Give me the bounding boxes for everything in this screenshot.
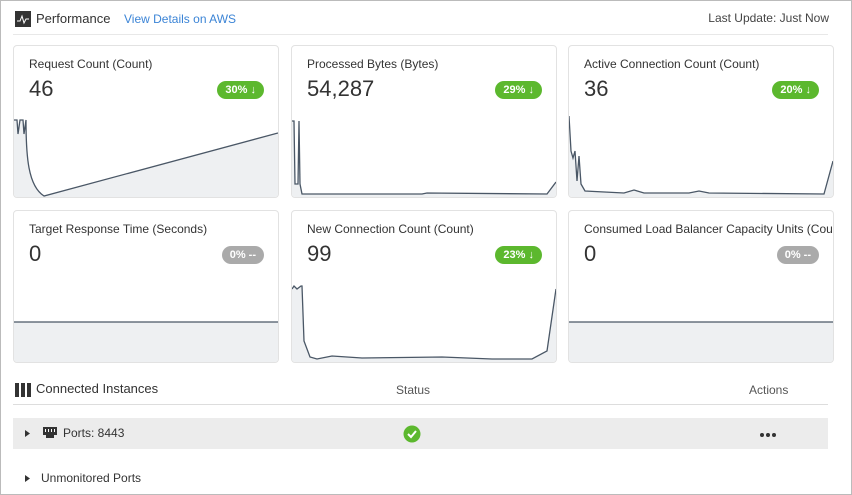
- metric-value: 54,287: [307, 76, 375, 101]
- sparkline-line: [292, 120, 556, 195]
- trend-badge: 0% --: [221, 246, 264, 264]
- metric-title: Processed Bytes (Bytes): [307, 57, 439, 71]
- divider: [13, 34, 828, 35]
- badge-suffix: ↓: [805, 84, 812, 96]
- actions-header: Actions: [749, 383, 789, 397]
- badge-suffix: ↓: [528, 84, 535, 96]
- trend-badge: 0% --: [776, 246, 819, 264]
- sparkline: [292, 120, 556, 197]
- performance-icon: [15, 11, 31, 27]
- metric-value: 99: [307, 241, 332, 266]
- metric-card[interactable]: New Connection Count (Count) 99 23% ↓: [291, 210, 557, 363]
- sparkline-line: [569, 115, 833, 195]
- status-header: Status: [396, 383, 431, 397]
- sparkline-area: [292, 121, 556, 197]
- expand-toggle[interactable]: [24, 474, 32, 483]
- metric-title: Request Count (Count): [29, 57, 153, 71]
- metric-card[interactable]: Active Connection Count (Count) 36 20% ↓: [568, 45, 834, 198]
- badge-percent: 23%: [503, 249, 526, 261]
- last-update: Last Update: Just Now: [708, 11, 829, 25]
- metric-card[interactable]: Request Count (Count) 46 30% ↓: [13, 45, 279, 198]
- sparkline: [14, 119, 278, 197]
- unmonitored-label[interactable]: Unmonitored Ports: [41, 471, 142, 485]
- instances-title: Connected Instances: [36, 381, 159, 396]
- metric-title: Target Response Time (Seconds): [29, 222, 208, 236]
- badge-suffix: --: [248, 249, 256, 261]
- sparkline-area: [569, 322, 833, 362]
- sparkline: [292, 284, 556, 362]
- badge-suffix: --: [803, 249, 811, 261]
- sparkline-line: [292, 284, 556, 360]
- instances-icon: [15, 383, 31, 397]
- badge-suffix: ↓: [528, 249, 535, 261]
- sparkline: [569, 115, 833, 197]
- trend-badge: 23% ↓: [495, 246, 542, 264]
- metric-card[interactable]: Consumed Load Balancer Capacity Units (C…: [568, 210, 834, 363]
- badge-percent: 29%: [503, 84, 526, 96]
- badge-percent: 0%: [784, 249, 801, 261]
- status-ok-icon: [403, 425, 421, 443]
- metric-card[interactable]: Processed Bytes (Bytes) 54,287 29% ↓: [291, 45, 557, 198]
- expand-toggle[interactable]: [24, 429, 32, 438]
- trend-badge: 29% ↓: [495, 81, 542, 99]
- metric-title: New Connection Count (Count): [307, 222, 474, 236]
- sparkline: [569, 321, 833, 362]
- sparkline-area: [14, 120, 278, 197]
- metric-value: 0: [584, 241, 597, 266]
- actions-menu[interactable]: [759, 432, 777, 438]
- metric-card[interactable]: Target Response Time (Seconds) 0 0% --: [13, 210, 279, 363]
- section-title: Performance: [36, 11, 111, 26]
- badge-percent: 0%: [229, 249, 246, 261]
- instance-row[interactable]: [13, 418, 828, 449]
- sparkline-line: [14, 119, 278, 197]
- badge-percent: 20%: [780, 84, 803, 96]
- sparkline-area: [14, 322, 278, 362]
- trend-badge: 30% ↓: [217, 81, 264, 99]
- port-icon: [43, 427, 57, 438]
- metric-value: 36: [584, 76, 609, 101]
- aws-link[interactable]: View Details on AWS: [124, 12, 237, 26]
- metric-value: 46: [29, 76, 54, 101]
- metric-value: 0: [29, 241, 42, 266]
- sparkline: [14, 321, 278, 362]
- badge-suffix: ↓: [250, 84, 257, 96]
- metric-title: Consumed Load Balancer Capacity Units (C…: [584, 222, 834, 236]
- metric-title: Active Connection Count (Count): [584, 57, 760, 71]
- trend-badge: 20% ↓: [772, 81, 819, 99]
- divider: [13, 404, 828, 405]
- row-label: Ports: 8443: [63, 426, 125, 440]
- sparkline-area: [292, 286, 556, 362]
- sparkline-area: [569, 116, 833, 197]
- badge-percent: 30%: [225, 84, 248, 96]
